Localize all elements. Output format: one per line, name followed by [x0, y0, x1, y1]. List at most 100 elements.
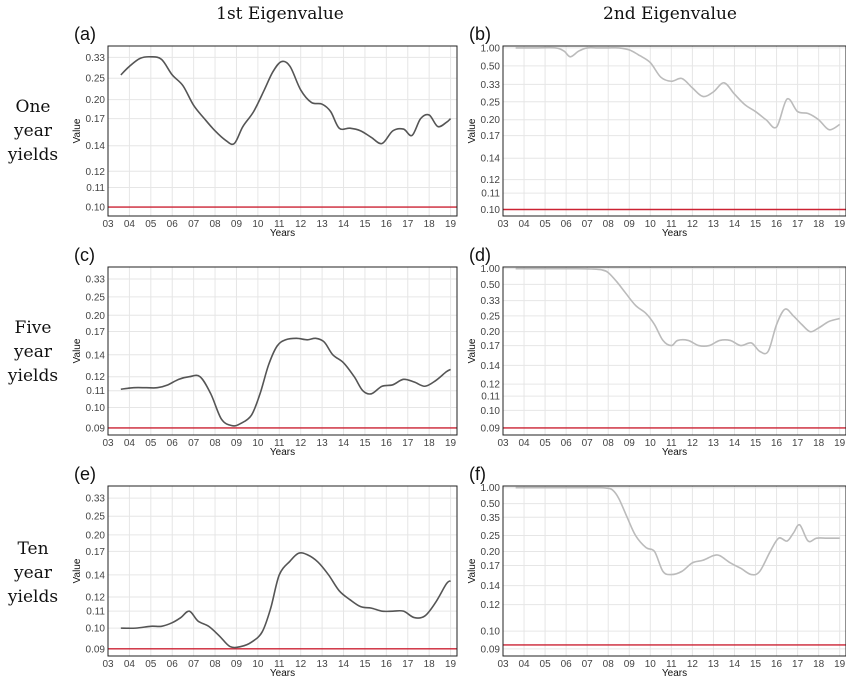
- y-tick-label: 0.25: [481, 311, 501, 322]
- x-tick-label: 18: [813, 659, 825, 670]
- x-tick-label: 06: [167, 438, 179, 449]
- x-tick-label: 14: [338, 438, 350, 449]
- y-tick-label: 1.00: [481, 264, 501, 275]
- row-label-line: yields: [7, 366, 59, 386]
- x-axis-label: Years: [662, 668, 687, 679]
- y-tick-label: 0.12: [481, 600, 501, 611]
- y-axis-label: Value: [467, 118, 478, 143]
- x-tick-label: 12: [687, 659, 699, 670]
- y-tick-label: 0.17: [481, 341, 501, 352]
- x-tick-label: 11: [274, 659, 285, 670]
- y-tick-label: 0.09: [86, 423, 106, 434]
- y-tick-label: 0.14: [481, 361, 501, 372]
- y-tick-label: 0.12: [481, 380, 501, 391]
- x-tick-label: 14: [338, 659, 350, 670]
- x-tick-label: 14: [729, 659, 741, 670]
- x-tick-label: 05: [540, 438, 552, 449]
- y-tick-label: 0.11: [86, 607, 105, 618]
- y-tick-label: 0.17: [86, 547, 106, 558]
- y-tick-label: 0.33: [86, 53, 106, 64]
- x-tick-label: 06: [167, 659, 179, 670]
- y-tick-label: 0.09: [481, 423, 501, 434]
- x-tick-label: 11: [274, 438, 285, 449]
- x-tick-label: 09: [624, 438, 636, 449]
- x-tick-label: 11: [666, 438, 677, 449]
- y-tick-label: 0.10: [86, 624, 106, 635]
- plot-frame: [107, 45, 458, 217]
- x-tick-label: 06: [167, 219, 179, 230]
- x-tick-label: 10: [252, 659, 264, 670]
- y-tick-label: 0.50: [481, 499, 501, 510]
- x-tick-label: 09: [624, 219, 636, 230]
- x-tick-label: 05: [540, 219, 552, 230]
- x-tick-label: 07: [188, 438, 200, 449]
- panel-label: (a): [74, 24, 96, 44]
- plot-frame: [107, 485, 458, 657]
- x-tick-label: 07: [188, 219, 200, 230]
- x-axis-label: Years: [662, 228, 687, 239]
- y-tick-label: 0.20: [481, 547, 501, 558]
- x-tick-label: 08: [209, 219, 221, 230]
- plot-frame: [107, 266, 458, 436]
- y-tick-label: 0.20: [481, 115, 501, 126]
- x-tick-label: 04: [124, 219, 136, 230]
- x-tick-label: 17: [402, 219, 414, 230]
- x-tick-label: 05: [540, 659, 552, 670]
- y-axis-label: Value: [72, 338, 83, 363]
- y-tick-label: 0.12: [86, 593, 106, 604]
- row-label-line: year: [14, 563, 52, 583]
- x-axis-label: Years: [270, 447, 295, 458]
- x-tick-label: 17: [402, 659, 414, 670]
- x-tick-label: 13: [317, 219, 329, 230]
- x-tick-label: 16: [381, 659, 393, 670]
- x-tick-label: 17: [792, 438, 804, 449]
- x-tick-label: 07: [582, 438, 594, 449]
- row-label-five-year: Five year yields: [0, 316, 66, 388]
- x-tick-label: 07: [188, 659, 200, 670]
- x-tick-label: 12: [295, 438, 307, 449]
- row-label-ten-year: Ten year yields: [0, 537, 66, 609]
- x-tick-label: 04: [124, 438, 136, 449]
- plot-frame: [502, 45, 846, 217]
- y-tick-label: 0.50: [481, 280, 501, 291]
- x-tick-label: 05: [145, 438, 157, 449]
- series-line-a: [120, 55, 452, 146]
- plot-frame: [502, 266, 846, 436]
- x-tick-label: 18: [424, 438, 436, 449]
- y-tick-label: 0.17: [86, 114, 106, 125]
- row-label-line: Ten: [17, 539, 49, 559]
- x-tick-label: 03: [497, 219, 509, 230]
- x-tick-label: 17: [402, 438, 414, 449]
- x-tick-label: 19: [445, 659, 457, 670]
- x-tick-label: 19: [834, 659, 846, 670]
- x-tick-label: 04: [518, 659, 530, 670]
- x-tick-label: 03: [102, 219, 114, 230]
- y-tick-label: 0.33: [86, 274, 106, 285]
- x-tick-label: 03: [102, 438, 114, 449]
- x-tick-label: 18: [813, 438, 825, 449]
- x-tick-label: 16: [381, 438, 393, 449]
- y-tick-label: 0.25: [481, 97, 501, 108]
- x-tick-label: 17: [792, 219, 804, 230]
- x-tick-label: 06: [561, 659, 573, 670]
- y-tick-label: 0.12: [86, 167, 106, 178]
- y-tick-label: 0.20: [86, 95, 106, 106]
- y-tick-label: 0.11: [86, 183, 105, 194]
- y-tick-label: 0.11: [86, 386, 105, 397]
- y-axis-label: Value: [72, 118, 83, 143]
- x-tick-label: 12: [295, 659, 307, 670]
- x-tick-label: 08: [603, 438, 615, 449]
- row-label-line: year: [14, 342, 52, 362]
- x-axis-label: Years: [662, 447, 687, 458]
- row-label-line: Five: [14, 318, 52, 338]
- y-tick-label: 0.10: [86, 403, 106, 414]
- x-tick-label: 04: [124, 659, 136, 670]
- x-tick-label: 05: [145, 219, 157, 230]
- series-line-e: [120, 552, 452, 649]
- x-tick-label: 03: [497, 438, 509, 449]
- panel-label: (b): [469, 24, 491, 44]
- x-tick-label: 04: [518, 219, 530, 230]
- x-tick-label: 08: [209, 659, 221, 670]
- x-tick-label: 19: [445, 219, 457, 230]
- column-title-second: 2nd Eigenvalue: [603, 4, 737, 24]
